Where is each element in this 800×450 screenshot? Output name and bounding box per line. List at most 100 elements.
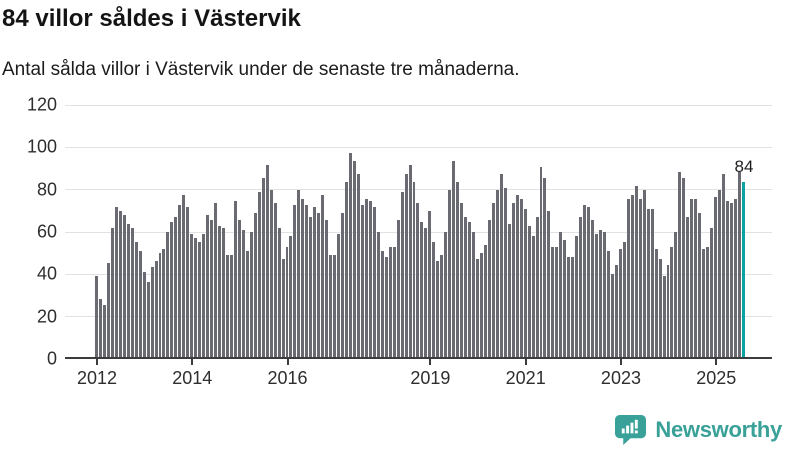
bar bbox=[464, 217, 468, 357]
bar bbox=[202, 234, 206, 357]
bar bbox=[98, 298, 102, 357]
bar bbox=[567, 257, 571, 357]
bar bbox=[249, 232, 253, 357]
y-axis-tick-label: 20 bbox=[36, 306, 57, 327]
bar bbox=[364, 198, 368, 357]
bar bbox=[333, 254, 337, 357]
brand-footer[interactable]: Newsworthy bbox=[614, 414, 782, 445]
bar bbox=[634, 186, 638, 357]
bar bbox=[547, 211, 551, 357]
gridline bbox=[65, 189, 772, 191]
bar bbox=[495, 190, 499, 357]
y-axis-tick-label: 60 bbox=[36, 221, 57, 242]
x-axis-tick bbox=[191, 359, 194, 365]
bar bbox=[507, 223, 511, 357]
bar bbox=[444, 232, 448, 357]
chart-subtitle: Antal sålda villor i Västervik under de … bbox=[2, 59, 520, 80]
x-axis-tick bbox=[429, 359, 432, 365]
bar bbox=[281, 259, 285, 357]
bar bbox=[412, 182, 416, 357]
bar bbox=[233, 200, 237, 357]
bar bbox=[702, 248, 706, 357]
bar bbox=[543, 177, 547, 357]
plot-area: 2012 2014 2016 2019 2021 2023 2025 84 bbox=[65, 105, 772, 388]
bar bbox=[476, 259, 479, 357]
bar bbox=[483, 244, 487, 357]
bar bbox=[662, 275, 666, 357]
bar bbox=[583, 204, 587, 357]
bar bbox=[428, 211, 432, 357]
x-axis-tick-label: 2016 bbox=[267, 368, 308, 388]
bar bbox=[166, 232, 170, 357]
bar bbox=[229, 254, 233, 357]
bar bbox=[638, 198, 642, 357]
x-axis-tick-label: 2012 bbox=[76, 368, 118, 388]
bar bbox=[178, 204, 182, 357]
bar bbox=[591, 219, 595, 357]
bar bbox=[349, 152, 352, 357]
bar bbox=[666, 265, 670, 357]
bar bbox=[380, 250, 384, 357]
bar bbox=[595, 234, 599, 357]
bar bbox=[261, 177, 265, 357]
bar bbox=[285, 246, 289, 357]
bar bbox=[174, 217, 178, 357]
bar bbox=[396, 219, 400, 357]
bar bbox=[222, 227, 225, 357]
bar bbox=[384, 257, 388, 357]
bar bbox=[460, 202, 464, 357]
y-axis-tick-label: 100 bbox=[26, 136, 57, 157]
x-axis-tick bbox=[524, 359, 527, 365]
bar bbox=[293, 204, 297, 357]
bar bbox=[329, 254, 333, 357]
bar bbox=[436, 261, 440, 357]
bar bbox=[134, 242, 138, 357]
bar bbox=[309, 217, 313, 357]
bar bbox=[273, 202, 277, 357]
bar bbox=[392, 246, 396, 357]
y-axis: 0 20 40 60 80 100 120 bbox=[0, 95, 57, 369]
bar bbox=[722, 173, 726, 357]
y-axis-tick-label: 0 bbox=[46, 348, 57, 369]
bar bbox=[150, 267, 154, 357]
bar bbox=[142, 271, 146, 357]
gridline bbox=[65, 105, 772, 106]
x-axis-tick-label: 2014 bbox=[172, 368, 213, 388]
bar bbox=[424, 227, 428, 357]
x-axis-line bbox=[65, 357, 772, 359]
y-axis-tick-label: 40 bbox=[36, 263, 57, 284]
bar bbox=[456, 182, 460, 357]
bar bbox=[599, 229, 602, 357]
y-axis-tick-label: 120 bbox=[26, 94, 57, 115]
bar bbox=[186, 207, 190, 357]
bar bbox=[138, 250, 142, 357]
bar bbox=[305, 204, 309, 357]
bar bbox=[241, 229, 245, 357]
bar bbox=[352, 161, 356, 357]
bar bbox=[376, 232, 380, 357]
bar bbox=[468, 221, 472, 357]
bar bbox=[106, 263, 110, 357]
bar bbox=[646, 209, 650, 357]
bar bbox=[448, 190, 452, 357]
bar bbox=[368, 200, 372, 357]
bar bbox=[162, 248, 166, 357]
bar bbox=[158, 252, 162, 357]
bar bbox=[265, 165, 269, 357]
bar bbox=[337, 234, 341, 357]
bar bbox=[479, 252, 483, 357]
bar bbox=[404, 173, 408, 357]
bar bbox=[472, 232, 475, 357]
bar bbox=[678, 171, 682, 357]
bar bbox=[114, 207, 118, 357]
bar bbox=[289, 236, 293, 357]
bar bbox=[432, 242, 436, 357]
bar bbox=[206, 215, 210, 357]
newsworthy-logo-icon bbox=[615, 414, 647, 445]
bar bbox=[214, 202, 218, 357]
bar bbox=[245, 250, 249, 357]
x-axis-tick-label: 2021 bbox=[505, 368, 546, 388]
bar bbox=[706, 246, 710, 357]
bar bbox=[225, 254, 229, 357]
y-axis-tick-label: 80 bbox=[36, 179, 57, 200]
